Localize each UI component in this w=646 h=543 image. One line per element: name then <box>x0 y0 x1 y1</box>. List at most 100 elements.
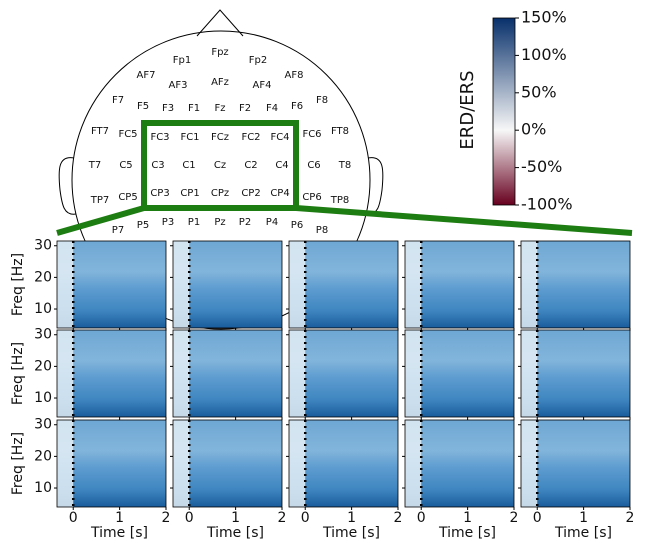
baseline-region <box>57 420 73 507</box>
figure: Fp1FpzFp2AF7AF3AFzAF4AF8F7F5F3F1FzF2F4F6… <box>0 0 646 539</box>
y-axis-label: Freq [Hz] <box>10 342 26 405</box>
baseline-region <box>521 330 537 417</box>
electrode-label: CP5 <box>118 192 137 203</box>
baseline-region <box>173 330 189 417</box>
baseline-region <box>173 420 189 507</box>
x-tick-label: 0 <box>69 510 78 526</box>
x-tick-label: 0 <box>533 510 542 526</box>
y-axis-label: Freq [Hz] <box>10 432 26 495</box>
electrode-label: CP2 <box>241 188 260 199</box>
electrode-label: TP8 <box>330 195 350 206</box>
electrode-label: FC4 <box>270 132 289 143</box>
electrode-label: FCz <box>211 132 229 143</box>
electrode-label: CP6 <box>302 192 321 203</box>
electrode-label: F7 <box>112 95 124 106</box>
electrode-label: P2 <box>239 217 251 228</box>
electrode-label: CP4 <box>270 188 289 199</box>
electrode-label: AF3 <box>169 80 188 91</box>
x-tick-label: 1 <box>347 510 356 526</box>
electrode-label: F3 <box>162 103 174 114</box>
colorbar-tick-label: 50% <box>521 82 557 101</box>
electrode-label: P7 <box>112 225 124 236</box>
y-tick-label: 30 <box>34 238 52 254</box>
x-axis-label: Time [s] <box>554 525 612 539</box>
electrode-label: Fp2 <box>249 55 267 66</box>
x-tick-label: 0 <box>301 510 310 526</box>
electrode-label: FC3 <box>150 132 169 143</box>
electrode-label: Fp1 <box>173 55 191 66</box>
colorbar-tick-label: 100% <box>521 45 567 64</box>
electrode-label: F4 <box>266 103 278 114</box>
electrode-label: C6 <box>307 160 320 171</box>
y-axis-label: Freq [Hz] <box>10 253 26 316</box>
x-tick-label: 2 <box>162 510 171 526</box>
colorbar-tick-label: -100% <box>521 195 573 214</box>
x-tick-label: 2 <box>626 510 635 526</box>
electrode-label: Fpz <box>211 47 228 58</box>
electrode-label: P6 <box>291 220 303 231</box>
electrode-label: FT8 <box>331 126 349 137</box>
electrode-label: AFz <box>211 77 229 88</box>
electrode-label: TP7 <box>90 195 110 206</box>
x-tick-label: 1 <box>115 510 124 526</box>
electrode-label: F5 <box>137 101 149 112</box>
y-tick-label: 20 <box>34 269 52 285</box>
baseline-region <box>405 420 421 507</box>
x-axis-label: Time [s] <box>322 525 380 539</box>
x-tick-label: 2 <box>394 510 403 526</box>
x-tick-label: 1 <box>463 510 472 526</box>
electrode-label: CP1 <box>180 188 199 199</box>
electrode-label: AF7 <box>137 70 156 81</box>
electrode-label: FC2 <box>241 132 260 143</box>
electrode-label: AF4 <box>253 80 272 91</box>
electrode-label: T8 <box>338 160 351 171</box>
baseline-region <box>405 330 421 417</box>
electrode-label: P5 <box>137 220 149 231</box>
electrode-label: F2 <box>239 103 251 114</box>
electrode-label: P3 <box>162 217 174 228</box>
x-tick-label: 0 <box>417 510 426 526</box>
electrode-label: T7 <box>88 160 101 171</box>
electrode-label: AF8 <box>285 70 304 81</box>
electrode-label: C5 <box>119 160 132 171</box>
baseline-region <box>521 420 537 507</box>
electrode-label: C2 <box>244 160 257 171</box>
electrode-label: F8 <box>316 95 328 106</box>
electrode-label: Fz <box>214 103 225 114</box>
x-axis-label: Time [s] <box>438 525 496 539</box>
colorbar <box>493 18 515 205</box>
x-axis-label: Time [s] <box>90 525 148 539</box>
x-tick-label: 2 <box>510 510 519 526</box>
y-tick-label: 30 <box>34 327 52 343</box>
colorbar-tick-label: 150% <box>521 8 567 27</box>
electrode-label: P8 <box>316 225 328 236</box>
electrode-label: P4 <box>266 217 278 228</box>
y-tick-label: 30 <box>34 417 52 433</box>
baseline-region <box>173 241 189 328</box>
electrode-label: FC6 <box>302 129 321 140</box>
x-tick-label: 0 <box>185 510 194 526</box>
electrode-label: C4 <box>275 160 288 171</box>
baseline-region <box>405 241 421 328</box>
y-tick-label: 20 <box>34 358 52 374</box>
colorbar-tick-label: -50% <box>521 157 562 176</box>
baseline-region <box>57 241 73 328</box>
y-tick-label: 10 <box>34 301 52 317</box>
highlight <box>57 123 632 233</box>
electrode-label: C1 <box>182 160 195 171</box>
baseline-region <box>289 241 305 328</box>
x-tick-label: 1 <box>231 510 240 526</box>
y-tick-label: 20 <box>34 448 52 464</box>
x-tick-label: 1 <box>579 510 588 526</box>
electrode-label: F1 <box>188 103 200 114</box>
colorbar-label: ERD/ERS <box>457 70 478 149</box>
electrode-label: FC5 <box>118 129 137 140</box>
electrode-label: Pz <box>214 217 225 228</box>
electrode-label: C3 <box>151 160 164 171</box>
electrode-label: FC1 <box>180 132 199 143</box>
colorbar-tick-label: 0% <box>521 120 546 139</box>
x-tick-label: 2 <box>278 510 287 526</box>
baseline-region <box>289 420 305 507</box>
baseline-region <box>57 330 73 417</box>
